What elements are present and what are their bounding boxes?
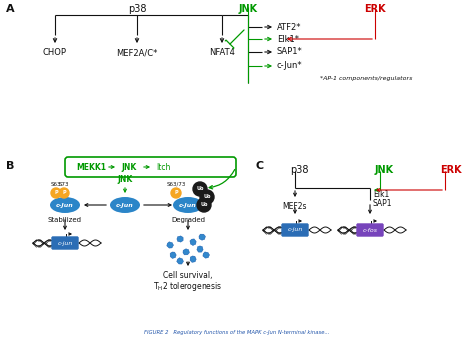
Text: NFAT4: NFAT4 — [209, 48, 235, 57]
Polygon shape — [177, 236, 183, 242]
Text: P: P — [54, 190, 58, 196]
Text: ATF2*: ATF2* — [277, 23, 301, 32]
Polygon shape — [177, 258, 183, 264]
Text: JNK: JNK — [375, 165, 394, 175]
FancyBboxPatch shape — [356, 224, 383, 237]
Polygon shape — [197, 246, 203, 252]
Circle shape — [59, 188, 69, 198]
Ellipse shape — [50, 197, 80, 213]
Circle shape — [193, 182, 207, 196]
Circle shape — [51, 188, 61, 198]
Text: Ub: Ub — [200, 202, 208, 208]
Circle shape — [200, 190, 214, 204]
Text: Elk1*: Elk1* — [277, 35, 299, 44]
Text: MEKK1: MEKK1 — [76, 163, 106, 172]
Text: Stabilized: Stabilized — [48, 217, 82, 223]
Text: Cell survival,: Cell survival, — [163, 271, 213, 280]
Text: c-Jun: c-Jun — [116, 202, 134, 208]
Polygon shape — [190, 239, 196, 246]
Text: $\mathregular{T_H2}$ tolerogenesis: $\mathregular{T_H2}$ tolerogenesis — [154, 280, 223, 293]
Text: Ub: Ub — [196, 187, 204, 191]
Text: C: C — [256, 161, 264, 171]
Text: c-Jun: c-Jun — [56, 202, 74, 208]
Text: SAP1: SAP1 — [373, 199, 392, 208]
Text: JNK: JNK — [121, 163, 136, 172]
Text: P: P — [62, 190, 66, 196]
Text: ERK: ERK — [440, 165, 462, 175]
Text: JNK: JNK — [118, 175, 133, 184]
Text: Degraded: Degraded — [171, 217, 205, 223]
Text: c-jun: c-jun — [287, 227, 303, 233]
Text: ERK: ERK — [364, 4, 386, 14]
Text: MEF2A/C*: MEF2A/C* — [116, 48, 158, 57]
Text: Elk1: Elk1 — [373, 190, 389, 199]
Ellipse shape — [110, 197, 140, 213]
Text: MEF2s: MEF2s — [283, 202, 307, 211]
Text: p38: p38 — [128, 4, 146, 14]
Text: S63/73: S63/73 — [166, 182, 186, 187]
Text: JNK: JNK — [238, 4, 257, 14]
Polygon shape — [183, 249, 190, 255]
Polygon shape — [167, 242, 173, 248]
Text: P: P — [174, 190, 178, 196]
Circle shape — [171, 188, 181, 198]
Text: *AP-1 components/regulators: *AP-1 components/regulators — [320, 76, 412, 81]
Text: S63: S63 — [51, 182, 61, 187]
Text: c-jun: c-jun — [57, 240, 73, 246]
Text: SAP1*: SAP1* — [277, 47, 303, 57]
Text: c-fos: c-fos — [363, 227, 377, 233]
Text: c-Jun*: c-Jun* — [277, 61, 302, 71]
Polygon shape — [199, 234, 205, 240]
Text: p38: p38 — [290, 165, 309, 175]
Polygon shape — [190, 256, 196, 262]
Text: S73: S73 — [59, 182, 69, 187]
Text: B: B — [6, 161, 14, 171]
Polygon shape — [170, 252, 176, 258]
Text: FIGURE 2   Regulatory functions of the MAPK c-Jun N-terminal kinase...: FIGURE 2 Regulatory functions of the MAP… — [144, 330, 330, 335]
FancyBboxPatch shape — [52, 237, 79, 249]
Text: c-Jun: c-Jun — [179, 202, 197, 208]
Circle shape — [197, 198, 211, 212]
Text: Ub: Ub — [203, 194, 211, 200]
Polygon shape — [203, 252, 210, 258]
Ellipse shape — [173, 197, 203, 213]
Text: CHOP: CHOP — [43, 48, 67, 57]
FancyBboxPatch shape — [282, 224, 309, 237]
Text: A: A — [6, 4, 15, 14]
Text: Itch: Itch — [156, 163, 170, 172]
